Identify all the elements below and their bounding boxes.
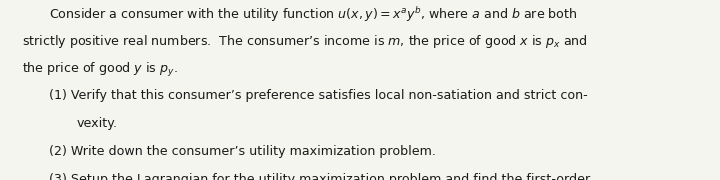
Text: the price of good $y$ is $p_y$.: the price of good $y$ is $p_y$. bbox=[22, 61, 177, 79]
Text: (3) Setup the Lagrangian for the utility maximization problem and find the first: (3) Setup the Lagrangian for the utility… bbox=[49, 173, 590, 180]
Text: (2) Write down the consumer’s utility maximization problem.: (2) Write down the consumer’s utility ma… bbox=[49, 145, 436, 158]
Text: (1) Verify that this consumer’s preference satisfies local non-satiation and str: (1) Verify that this consumer’s preferen… bbox=[49, 89, 588, 102]
Text: strictly positive real numbers.  The consumer’s income is $m$, the price of good: strictly positive real numbers. The cons… bbox=[22, 33, 588, 50]
Text: Consider a consumer with the utility function $u(x,y) = x^ay^b$, where $a$ and $: Consider a consumer with the utility fun… bbox=[49, 5, 577, 24]
Text: vexity.: vexity. bbox=[76, 117, 117, 130]
